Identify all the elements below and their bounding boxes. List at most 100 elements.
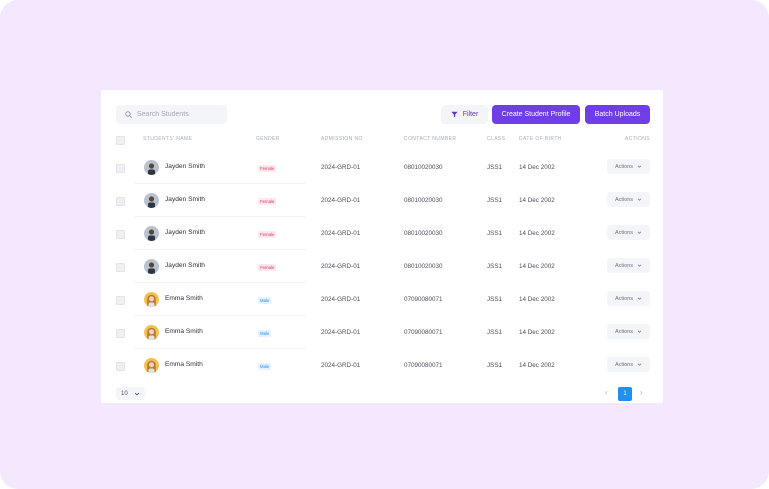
page-size-value: 10 <box>121 390 128 397</box>
gender-badge: Female <box>258 198 277 205</box>
gender-badge: Female <box>258 231 277 238</box>
actions-dropdown[interactable]: Actions <box>607 159 650 174</box>
admission-no: 2024-GRD-01 <box>321 362 361 369</box>
create-student-profile-button[interactable]: Create Student Profile <box>492 105 580 124</box>
contact-number: 08010020030 <box>404 263 443 270</box>
current-page-button[interactable]: 1 <box>618 387 632 401</box>
row-divider <box>134 183 306 184</box>
chevron-down-icon <box>637 330 642 333</box>
next-page-button[interactable]: › <box>640 388 643 397</box>
chevron-down-icon <box>637 198 642 201</box>
header-actions: ACTIONS <box>625 136 651 142</box>
chevron-down-icon <box>637 363 642 366</box>
row-divider <box>134 282 306 283</box>
avatar <box>144 226 159 241</box>
row-divider <box>134 315 306 316</box>
actions-dropdown[interactable]: Actions <box>607 291 650 306</box>
table-row: Jayden Smith Female 2024-GRD-01 08010020… <box>101 250 663 283</box>
actions-dropdown[interactable]: Actions <box>607 324 650 339</box>
actions-dropdown[interactable]: Actions <box>607 258 650 273</box>
class: JSS1 <box>487 329 503 336</box>
row-checkbox[interactable] <box>116 263 125 272</box>
date-of-birth: 14 Dec 2002 <box>519 164 555 171</box>
gender-badge: Female <box>258 165 277 172</box>
contact-number: 08010020030 <box>404 197 443 204</box>
row-checkbox[interactable] <box>116 230 125 239</box>
admission-no: 2024-GRD-01 <box>321 197 361 204</box>
admission-no: 2024-GRD-01 <box>321 230 361 237</box>
page-size-select[interactable]: 10 <box>116 387 145 400</box>
row-checkbox[interactable] <box>116 296 125 305</box>
row-checkbox[interactable] <box>116 362 125 371</box>
actions-dropdown[interactable]: Actions <box>607 192 650 207</box>
row-checkbox[interactable] <box>116 197 125 206</box>
admission-no: 2024-GRD-01 <box>321 329 361 336</box>
avatar-female <box>144 325 159 340</box>
actions-label: Actions <box>614 229 634 236</box>
gender-badge: Female <box>258 264 277 271</box>
actions-dropdown[interactable]: Actions <box>607 225 650 240</box>
create-label: Create Student Profile <box>501 111 571 118</box>
avatar-female <box>144 358 159 373</box>
search-input[interactable] <box>137 111 217 118</box>
contact-number: 08010020030 <box>404 164 443 171</box>
row-divider <box>134 249 306 250</box>
avatar <box>144 259 159 274</box>
student-name: Jayden Smith <box>165 163 205 170</box>
table-row: Emma Smith Male 2024-GRD-01 07090080071 … <box>101 283 663 316</box>
batch-uploads-button[interactable]: Batch Uploads <box>585 105 650 124</box>
avatar-male <box>144 193 159 208</box>
avatar-male <box>144 226 159 241</box>
date-of-birth: 14 Dec 2002 <box>519 329 555 336</box>
contact-number: 08010020030 <box>404 230 443 237</box>
contact-number: 07090080071 <box>404 329 443 336</box>
gender-badge: Male <box>258 363 272 370</box>
avatar <box>144 193 159 208</box>
row-checkbox[interactable] <box>116 329 125 338</box>
table-row: Jayden Smith Female 2024-GRD-01 08010020… <box>101 184 663 217</box>
avatar-female <box>144 292 159 307</box>
search-icon <box>125 111 132 118</box>
chevron-down-icon <box>637 264 642 267</box>
chevron-down-icon <box>637 297 642 300</box>
avatar <box>144 325 159 340</box>
actions-label: Actions <box>614 361 634 368</box>
previous-page-button[interactable]: ‹ <box>605 388 608 397</box>
date-of-birth: 14 Dec 2002 <box>519 296 555 303</box>
table-header: STUDENTS' NAME GENDER ADMISSION NO CONTA… <box>101 134 663 146</box>
actions-label: Actions <box>614 295 634 302</box>
filter-label: Filter <box>462 111 479 118</box>
date-of-birth: 14 Dec 2002 <box>519 362 555 369</box>
table-row: Emma Smith Male 2024-GRD-01 07090080071 … <box>101 349 663 382</box>
avatar <box>144 160 159 175</box>
actions-dropdown[interactable]: Actions <box>607 357 650 372</box>
admission-no: 2024-GRD-01 <box>321 164 361 171</box>
select-all-checkbox[interactable] <box>116 136 125 145</box>
actions-label: Actions <box>614 196 634 203</box>
filter-button[interactable]: Filter <box>441 105 488 124</box>
date-of-birth: 14 Dec 2002 <box>519 230 555 237</box>
header-admission: ADMISSION NO <box>321 136 363 142</box>
header-class: CLASS <box>487 136 506 142</box>
actions-label: Actions <box>614 163 634 170</box>
batch-label: Batch Uploads <box>594 111 641 118</box>
student-name: Jayden Smith <box>165 229 205 236</box>
search-box[interactable] <box>116 105 227 124</box>
class: JSS1 <box>487 164 503 171</box>
filter-icon <box>451 111 458 118</box>
header-dob: DATE OF BIRTH <box>519 136 562 142</box>
student-name: Jayden Smith <box>165 262 205 269</box>
row-checkbox[interactable] <box>116 164 125 173</box>
actions-label: Actions <box>614 262 634 269</box>
avatar <box>144 292 159 307</box>
contact-number: 07090080071 <box>404 296 443 303</box>
header-name: STUDENTS' NAME <box>143 136 193 142</box>
students-card: Filter Create Student Profile Batch Uplo… <box>101 90 663 403</box>
date-of-birth: 14 Dec 2002 <box>519 197 555 204</box>
table-row: Jayden Smith Female 2024-GRD-01 08010020… <box>101 151 663 184</box>
current-page-number: 1 <box>623 391 627 397</box>
student-name: Emma Smith <box>165 361 203 368</box>
admission-no: 2024-GRD-01 <box>321 263 361 270</box>
date-of-birth: 14 Dec 2002 <box>519 263 555 270</box>
avatar-male <box>144 259 159 274</box>
